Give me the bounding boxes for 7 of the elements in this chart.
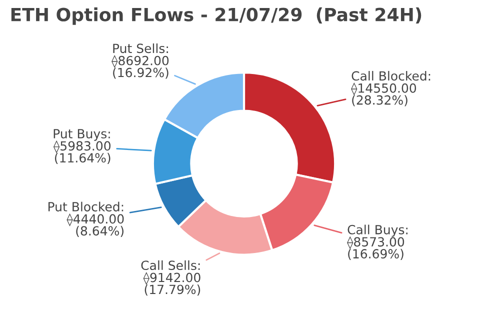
slice-label: Call Buys: ⟠8573.00 (16.69%) (347, 224, 408, 260)
slice-label: Put Buys: ⟠5983.00 (11.64%) (54, 129, 110, 164)
chart-title: ETH Option FLows - 21/07/29 (Past 24H) (11, 7, 422, 25)
slice-label: Put Blocked: ⟠4440.00 (8.64%) (48, 202, 124, 238)
slice-label: Put Sells: ⟠8692.00 (16.92%) (112, 43, 169, 79)
slice-label: Call Sells: ⟠9142.00 (17.79%) (141, 260, 200, 296)
slice-label: Call Blocked: ⟠14550.00 (28.32%) (351, 70, 430, 106)
